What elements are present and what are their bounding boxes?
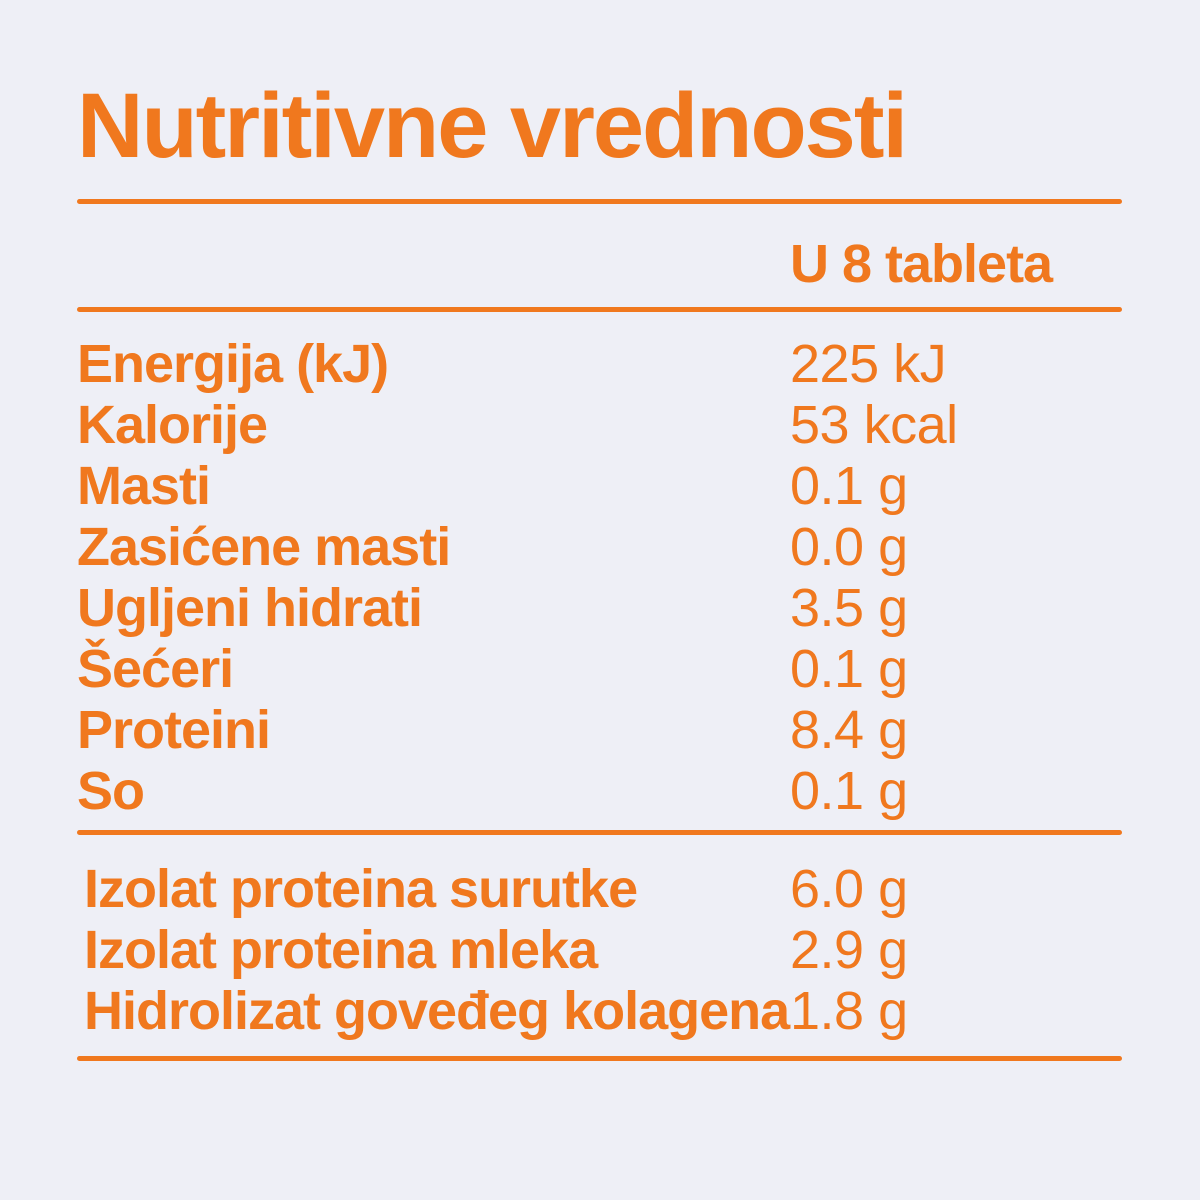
ingredient-value: 2.9 g	[790, 920, 908, 980]
nutrient-value: 53 kcal	[790, 395, 958, 455]
ingredient-rows: Izolat proteina surutke 6.0 g Izolat pro…	[77, 835, 1122, 1056]
nutrient-value: 0.1 g	[790, 761, 908, 821]
nutrient-value: 3.5 g	[790, 578, 908, 638]
page-title: Nutritivne vrednosti	[77, 75, 908, 177]
nutrient-label: Šećeri	[77, 639, 234, 699]
nutrient-value: 0.1 g	[790, 639, 908, 699]
nutrient-label: Proteini	[77, 700, 271, 760]
nutrient-value: 0.0 g	[790, 517, 908, 577]
serving-column-header: U 8 tableta	[790, 234, 1053, 294]
nutrient-label: Energija (kJ)	[77, 334, 389, 394]
nutrient-label: Kalorije	[77, 395, 268, 455]
divider-top	[77, 199, 1122, 204]
nutrient-value: 8.4 g	[790, 700, 908, 760]
nutrient-value: 225 kJ	[790, 334, 947, 394]
nutrient-label: Zasićene masti	[77, 517, 451, 577]
divider-header	[77, 307, 1122, 312]
divider-bottom	[77, 1056, 1122, 1061]
ingredient-value: 1.8 g	[790, 981, 908, 1041]
table-row: Izolat proteina surutke 6.0 g	[77, 859, 1122, 920]
divider-ingredients	[77, 830, 1122, 835]
nutrient-label: So	[77, 761, 145, 821]
ingredient-value: 6.0 g	[790, 859, 908, 919]
ingredient-label: Hidrolizat goveđeg kolagena	[84, 981, 790, 1041]
nutrient-label: Ugljeni hidrati	[77, 578, 423, 638]
ingredient-label: Izolat proteina surutke	[84, 859, 638, 919]
table-row: Izolat proteina mleka 2.9 g	[77, 920, 1122, 981]
table-row: Šećeri 0.1 g	[77, 639, 1122, 700]
table-row: So 0.1 g	[77, 761, 1122, 822]
table-row: Proteini 8.4 g	[77, 700, 1122, 761]
table-row: Zasićene masti 0.0 g	[77, 517, 1122, 578]
table-row: Ugljeni hidrati 3.5 g	[77, 578, 1122, 639]
nutrient-rows: Energija (kJ) 225 kJ Kalorije 53 kcal Ma…	[77, 312, 1122, 830]
table-row: Masti 0.1 g	[77, 456, 1122, 517]
table-row: Energija (kJ) 225 kJ	[77, 334, 1122, 395]
nutrient-label: Masti	[77, 456, 211, 516]
ingredient-label: Izolat proteina mleka	[84, 920, 598, 980]
table-row: Kalorije 53 kcal	[77, 395, 1122, 456]
table-header-row: U 8 tableta	[77, 204, 1122, 295]
nutrition-label: Nutritivne vrednosti U 8 tableta Energij…	[0, 80, 1200, 1200]
nutrient-value: 0.1 g	[790, 456, 908, 516]
table-row: Hidrolizat goveđeg kolagena 1.8 g	[77, 981, 1122, 1042]
